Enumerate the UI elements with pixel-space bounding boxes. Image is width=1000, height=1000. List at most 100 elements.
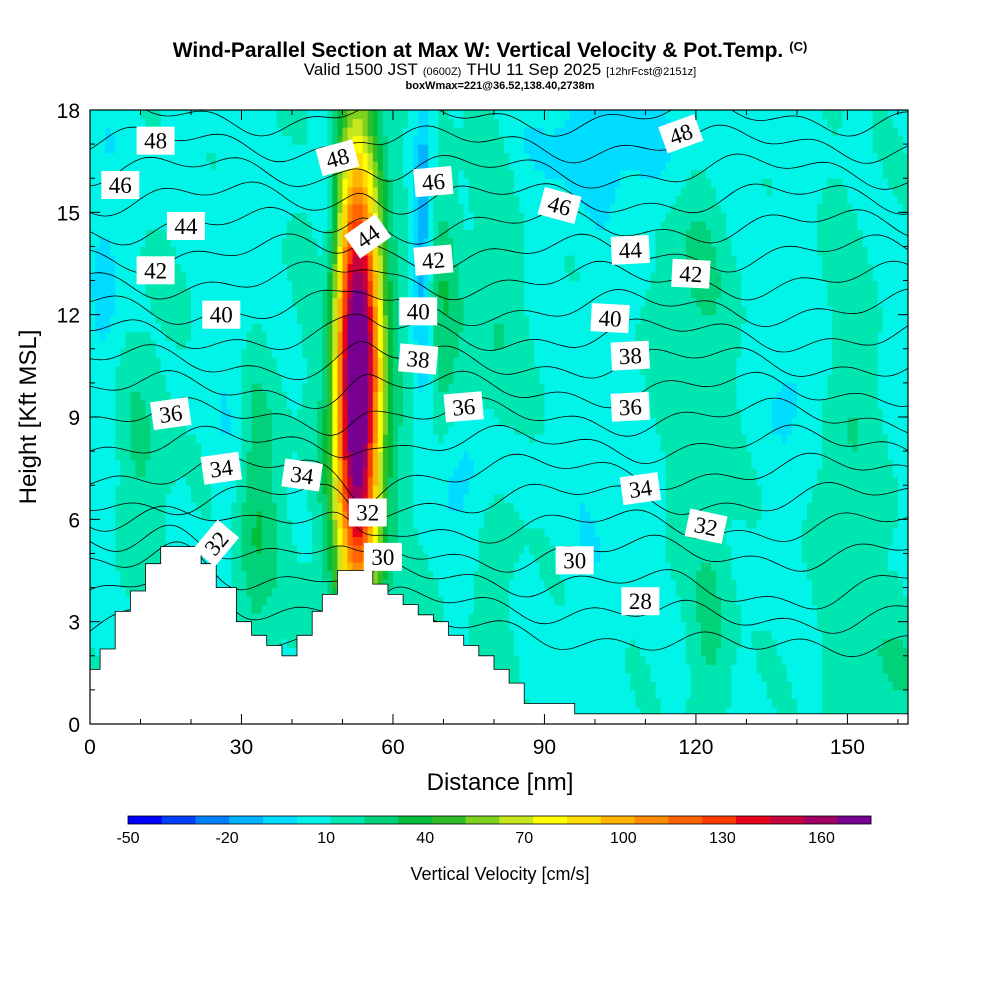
w-cell (317, 280, 323, 290)
w-cell (145, 510, 152, 520)
w-cell (291, 587, 298, 597)
w-cell (110, 399, 116, 410)
w-cell (337, 536, 344, 546)
w-cell (362, 536, 369, 546)
w-cell (357, 425, 364, 435)
w-cell (307, 135, 313, 145)
w-cell (372, 357, 379, 367)
w-cell (140, 459, 147, 469)
w-cell (95, 391, 101, 401)
w-cell (160, 502, 167, 512)
w-cell (271, 357, 278, 367)
w-cell (246, 152, 253, 162)
w-cell (135, 297, 142, 307)
w-cell (135, 237, 142, 248)
w-cell (382, 169, 389, 179)
w-cell (307, 613, 313, 623)
w-cell (90, 357, 96, 367)
w-cell (398, 399, 404, 410)
w-cell (150, 203, 157, 213)
w-cell (246, 135, 253, 145)
w-cell (135, 425, 142, 435)
w-cell (423, 570, 429, 580)
w-cell (372, 340, 379, 350)
w-cell (382, 314, 389, 324)
w-cell (342, 434, 349, 444)
w-cell (95, 263, 101, 273)
w-cell (291, 272, 298, 282)
w-cell (392, 297, 399, 307)
w-cell (155, 297, 162, 307)
w-cell (322, 425, 328, 435)
w-cell (392, 536, 399, 546)
w-cell (322, 254, 328, 265)
w-cell (251, 331, 258, 341)
w-cell (408, 587, 414, 597)
w-cell (271, 468, 278, 478)
w-cell (307, 365, 313, 375)
w-cell (190, 374, 197, 384)
w-cell (165, 152, 172, 162)
w-cell (286, 186, 293, 196)
w-cell (105, 536, 111, 546)
w-cell (145, 212, 152, 222)
w-cell (145, 391, 152, 401)
w-cell (372, 186, 379, 196)
w-cell (196, 254, 202, 265)
w-cell (372, 263, 379, 273)
w-cell (357, 340, 364, 350)
w-cell (135, 152, 142, 162)
w-cell (266, 553, 273, 563)
w-cell (135, 195, 142, 205)
w-cell (291, 374, 298, 384)
w-cell (90, 348, 96, 358)
w-cell (271, 510, 278, 520)
w-cell (312, 502, 318, 512)
w-cell (408, 212, 414, 222)
w-cell (226, 169, 232, 179)
w-cell (342, 510, 349, 520)
w-cell (201, 493, 207, 503)
w-cell (221, 382, 227, 393)
w-cell (418, 110, 424, 120)
w-cell (322, 391, 328, 401)
w-cell (170, 468, 177, 478)
w-cell (428, 331, 434, 341)
w-cell (221, 391, 227, 401)
w-cell (302, 314, 308, 324)
w-cell (236, 399, 243, 410)
w-cell (251, 579, 258, 589)
w-cell (281, 220, 288, 230)
w-cell (291, 135, 298, 145)
w-cell (155, 340, 162, 350)
w-cell (216, 289, 222, 299)
w-cell (372, 391, 379, 401)
w-cell (357, 434, 364, 444)
w-cell (347, 263, 354, 273)
w-cell (226, 263, 232, 273)
w-cell (276, 161, 283, 171)
w-cell (246, 314, 253, 324)
w-cell (115, 425, 121, 435)
w-cell (256, 272, 263, 282)
w-cell (100, 570, 106, 580)
w-cell (180, 485, 187, 495)
w-cell (332, 348, 339, 358)
w-cell (322, 178, 328, 188)
w-cell (256, 365, 263, 375)
w-cell (115, 502, 121, 512)
w-cell (312, 152, 318, 162)
w-cell (246, 348, 253, 358)
w-cell (423, 399, 429, 410)
w-cell (387, 527, 394, 537)
w-cell (105, 306, 111, 316)
w-cell (241, 451, 248, 461)
w-cell (216, 374, 222, 384)
w-cell (100, 263, 106, 273)
w-cell (398, 110, 404, 120)
w-cell (332, 306, 339, 316)
w-cell (433, 340, 440, 350)
w-cell (95, 493, 101, 503)
w-cell (357, 186, 364, 196)
w-cell (246, 468, 253, 478)
